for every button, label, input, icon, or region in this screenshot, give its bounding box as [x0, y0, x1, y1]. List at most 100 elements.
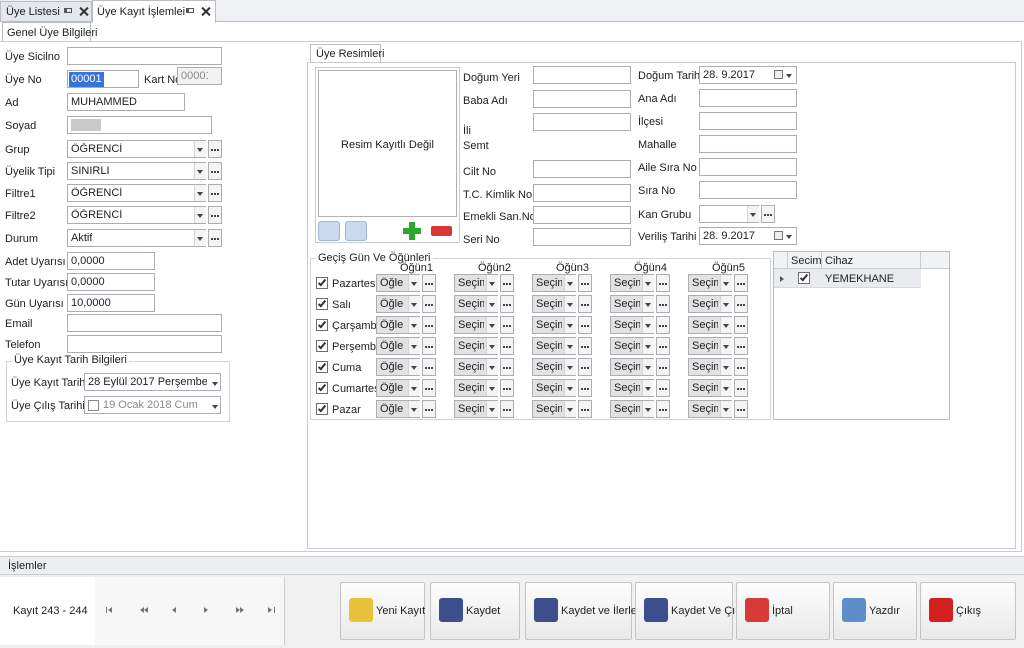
- combo-box[interactable]: Seçim...: [454, 316, 498, 334]
- ellipsis-button[interactable]: [578, 337, 592, 355]
- action-button[interactable]: [833, 582, 917, 640]
- combo-box[interactable]: Seçim...: [688, 274, 732, 292]
- text-input[interactable]: 28 Eylül 2017 Perşembe: [84, 373, 221, 391]
- ellipsis-button[interactable]: [734, 379, 748, 397]
- text-input[interactable]: [67, 116, 212, 134]
- checkbox[interactable]: [316, 382, 328, 394]
- ellipsis-button[interactable]: [734, 337, 748, 355]
- ellipsis-button[interactable]: [656, 316, 670, 334]
- subtab[interactable]: [2, 22, 91, 42]
- combo-box[interactable]: Seçim...: [610, 337, 654, 355]
- combo-box[interactable]: Seçim...: [688, 337, 732, 355]
- combo-box[interactable]: Seçim...: [688, 295, 732, 313]
- combo-box[interactable]: Öğle: [376, 400, 420, 418]
- nav-button[interactable]: [202, 605, 216, 615]
- ellipsis-button[interactable]: [208, 184, 222, 202]
- combo-box[interactable]: Seçim...: [532, 274, 576, 292]
- ellipsis-button[interactable]: [734, 274, 748, 292]
- combo-box[interactable]: ÖĞRENCİ: [67, 140, 206, 158]
- ellipsis-button[interactable]: [422, 295, 436, 313]
- combo-box[interactable]: Seçim...: [610, 295, 654, 313]
- checkbox[interactable]: [316, 340, 328, 352]
- ellipsis-button[interactable]: [734, 316, 748, 334]
- text-input[interactable]: [67, 47, 222, 65]
- ellipsis-button[interactable]: [734, 358, 748, 376]
- ellipsis-button[interactable]: [761, 205, 775, 223]
- text-input[interactable]: [67, 335, 222, 353]
- ellipsis-button[interactable]: [422, 274, 436, 292]
- ellipsis-button[interactable]: [656, 274, 670, 292]
- nav-button[interactable]: [170, 605, 184, 615]
- combo-box[interactable]: Öğle: [376, 295, 420, 313]
- text-input[interactable]: [699, 158, 797, 176]
- text-input[interactable]: [699, 112, 797, 130]
- ellipsis-button[interactable]: [208, 206, 222, 224]
- checkbox[interactable]: [316, 298, 328, 310]
- combo-box[interactable]: [699, 205, 759, 223]
- text-input[interactable]: [533, 228, 631, 246]
- ellipsis-button[interactable]: [500, 316, 514, 334]
- combo-box[interactable]: Seçim...: [532, 358, 576, 376]
- combo-box[interactable]: Seçim...: [610, 400, 654, 418]
- ellipsis-button[interactable]: [656, 358, 670, 376]
- text-input[interactable]: 0,0000: [67, 273, 155, 291]
- combo-box[interactable]: Öğle: [376, 274, 420, 292]
- ellipsis-button[interactable]: [578, 400, 592, 418]
- checkbox[interactable]: [798, 272, 810, 284]
- text-input[interactable]: [533, 90, 631, 108]
- ellipsis-button[interactable]: [500, 295, 514, 313]
- ellipsis-button[interactable]: [500, 358, 514, 376]
- text-input[interactable]: [533, 206, 631, 224]
- checkbox[interactable]: [316, 277, 328, 289]
- text-input[interactable]: MUHAMMED: [67, 93, 185, 111]
- text-input[interactable]: 10,0000: [67, 294, 155, 312]
- ellipsis-button[interactable]: [578, 274, 592, 292]
- action-button[interactable]: [525, 582, 632, 640]
- combo-box[interactable]: Seçim...: [688, 316, 732, 334]
- calendar-icon[interactable]: [774, 70, 783, 79]
- ellipsis-button[interactable]: [422, 337, 436, 355]
- calendar-icon[interactable]: [774, 231, 783, 240]
- combo-box[interactable]: Öğle: [376, 337, 420, 355]
- text-input[interactable]: [699, 89, 797, 107]
- nav-button[interactable]: [266, 605, 280, 615]
- combo-box[interactable]: Seçim...: [532, 400, 576, 418]
- text-input[interactable]: [533, 66, 631, 84]
- ellipsis-button[interactable]: [422, 358, 436, 376]
- ellipsis-button[interactable]: [578, 358, 592, 376]
- close-icon[interactable]: [201, 6, 211, 17]
- text-input[interactable]: [699, 135, 797, 153]
- ellipsis-button[interactable]: [656, 337, 670, 355]
- close-icon[interactable]: [79, 6, 89, 17]
- toolbar-button[interactable]: [318, 221, 340, 241]
- combo-box[interactable]: Seçim...: [454, 379, 498, 397]
- combo-box[interactable]: Öğle: [376, 379, 420, 397]
- ellipsis-button[interactable]: [500, 379, 514, 397]
- combo-box[interactable]: SINIRLI: [67, 162, 206, 180]
- action-button[interactable]: [340, 582, 425, 640]
- ellipsis-button[interactable]: [208, 162, 222, 180]
- text-input[interactable]: [533, 184, 631, 202]
- action-button[interactable]: [635, 582, 733, 640]
- ellipsis-button[interactable]: [500, 337, 514, 355]
- ellipsis-button[interactable]: [422, 379, 436, 397]
- combo-box[interactable]: Seçim...: [454, 337, 498, 355]
- tab[interactable]: [0, 1, 92, 22]
- tab-active[interactable]: [92, 0, 216, 23]
- action-button[interactable]: [430, 582, 520, 640]
- ellipsis-button[interactable]: [734, 295, 748, 313]
- combo-box[interactable]: Seçim...: [532, 337, 576, 355]
- ellipsis-button[interactable]: [208, 140, 222, 158]
- ellipsis-button[interactable]: [208, 229, 222, 247]
- text-input[interactable]: 19 Ocak 2018 Cum: [84, 396, 221, 414]
- checkbox[interactable]: [316, 361, 328, 373]
- text-input[interactable]: [699, 181, 797, 199]
- grid-row[interactable]: [774, 269, 921, 288]
- combo-box[interactable]: ÖĞRENCİ: [67, 184, 206, 202]
- pin-icon[interactable]: [64, 8, 72, 13]
- ellipsis-button[interactable]: [422, 316, 436, 334]
- ellipsis-button[interactable]: [656, 379, 670, 397]
- combo-box[interactable]: Seçim...: [454, 274, 498, 292]
- combo-box[interactable]: Aktif: [67, 229, 206, 247]
- action-button[interactable]: [736, 582, 830, 640]
